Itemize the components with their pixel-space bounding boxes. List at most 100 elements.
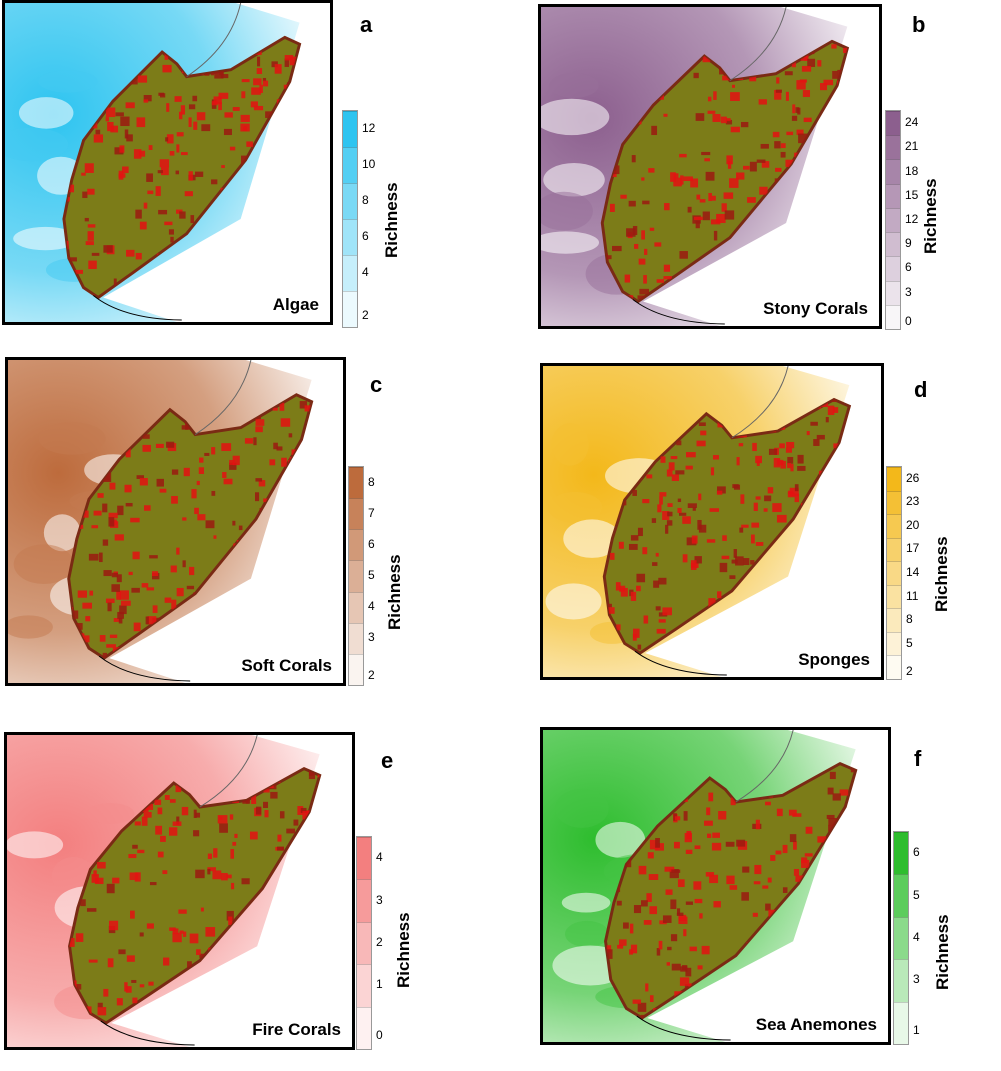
map-label: Soft Corals — [238, 655, 335, 677]
contour-patch — [541, 191, 593, 231]
coastline — [100, 1020, 195, 1046]
legend-axis-title: Richness — [933, 914, 952, 990]
coastline — [636, 1015, 731, 1041]
map-label: Stony Corals — [760, 298, 871, 320]
coastline-north — [729, 7, 787, 82]
coastline — [632, 299, 725, 325]
legend-axis-title: Richness — [382, 182, 401, 258]
map-stony-corals: Stony Corals — [538, 4, 882, 329]
panel-letter: c — [370, 372, 383, 397]
contour-patch — [38, 70, 98, 93]
legend-tick-label: 3 — [913, 972, 920, 987]
legend-tick-label: 6 — [368, 536, 375, 551]
legend-band — [894, 874, 908, 917]
legend-tick-label: 21 — [905, 139, 919, 154]
legend-tick-label: 8 — [368, 474, 375, 489]
legend-band — [894, 1001, 908, 1044]
contour-patch — [13, 544, 74, 585]
color-legend — [886, 466, 902, 680]
legend-band — [894, 832, 908, 875]
map-label: Sea Anemones — [752, 1014, 880, 1036]
legend-tick-label: 8 — [906, 612, 913, 627]
legend-band — [886, 304, 900, 329]
legend-band — [349, 653, 363, 685]
legend-band — [887, 561, 901, 585]
legend-tick-label: 12 — [905, 212, 919, 226]
legend-tick-label: 5 — [906, 635, 913, 650]
contour-patch — [8, 615, 53, 639]
legend-band — [886, 159, 900, 184]
contour-patch — [13, 226, 78, 251]
legend-band — [894, 959, 908, 1002]
map-algae: Algae — [2, 0, 333, 325]
legend-band — [886, 183, 900, 208]
legend-band — [894, 916, 908, 960]
white-region — [647, 730, 888, 1042]
legend-tick-label: 17 — [906, 541, 920, 556]
contour-patch — [563, 519, 621, 558]
coastline — [98, 655, 191, 682]
contour-patch — [7, 831, 64, 859]
legend-band — [886, 232, 900, 257]
legend-tick-label: 24 — [905, 115, 919, 130]
legend-axis-title: Richness — [932, 536, 951, 612]
legend-band — [349, 591, 363, 623]
map-svg — [8, 360, 343, 683]
legend-tick-label: 12 — [362, 121, 376, 135]
panel-letter: a — [360, 12, 373, 37]
island-landmass — [62, 35, 302, 300]
legend-tick-label: 6 — [913, 845, 920, 860]
contour-patch — [549, 73, 599, 99]
coastline-north — [199, 735, 258, 808]
map-svg — [541, 7, 879, 326]
coastline-north — [735, 730, 794, 803]
coastline-north — [186, 3, 242, 78]
legend-band — [349, 467, 363, 499]
legend-band — [886, 207, 900, 233]
white-region — [643, 7, 879, 326]
legend-tick-label: 11 — [906, 588, 919, 603]
coastline — [93, 295, 182, 321]
legend-tick-label: 9 — [905, 236, 912, 251]
island-landmass — [600, 39, 850, 304]
legend-tick-label: 4 — [368, 599, 375, 614]
legend-band — [887, 514, 901, 538]
map-soft-corals: Soft Corals — [5, 357, 346, 686]
map-svg — [543, 366, 881, 677]
legend-band — [887, 655, 901, 679]
legend-band — [343, 255, 357, 291]
legend-band — [886, 280, 900, 305]
contour-patch — [543, 163, 605, 197]
contour-patch — [18, 97, 74, 129]
legend-tick-label: 18 — [905, 163, 919, 178]
coastline — [634, 650, 727, 676]
legend-tick-label: 2 — [376, 935, 383, 949]
contour-patch — [541, 98, 610, 136]
legend-band — [343, 291, 357, 327]
legend-tick-label: 23 — [906, 494, 920, 509]
contour-patch — [541, 231, 600, 254]
legend-tick-label: 3 — [905, 284, 912, 299]
legend-band — [343, 111, 357, 147]
legend-tick-label: 6 — [905, 260, 912, 275]
legend-band — [349, 529, 363, 561]
legend-band — [357, 964, 371, 1007]
legend-band — [357, 1006, 371, 1049]
legend-band — [886, 256, 900, 281]
color-legend — [356, 836, 372, 1050]
contour-patch — [561, 892, 611, 913]
legend-band — [357, 921, 371, 965]
legend-tick-label: 1 — [376, 977, 383, 992]
map-svg — [5, 3, 330, 322]
legend-tick-label: 5 — [368, 568, 375, 582]
legend-tick-label: 15 — [905, 187, 919, 202]
map-sea-anemones: Sea Anemones — [540, 727, 891, 1045]
legend-tick-label: 2 — [362, 308, 369, 323]
coastline-north — [194, 360, 252, 435]
map-svg — [543, 730, 888, 1042]
legend-band — [887, 608, 901, 632]
color-legend — [342, 110, 358, 328]
contour-patch — [554, 788, 609, 829]
legend-tick-label: 8 — [362, 193, 369, 207]
map-svg — [7, 735, 352, 1047]
